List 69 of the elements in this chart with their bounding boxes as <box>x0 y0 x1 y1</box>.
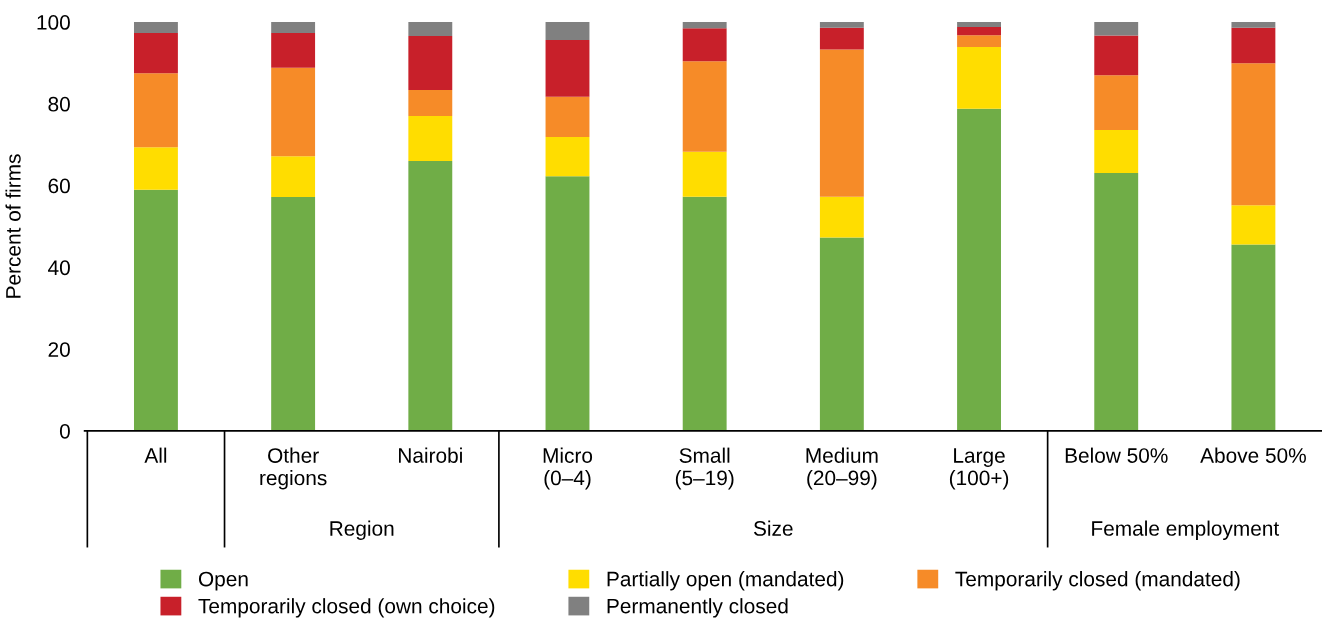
x-tick-label: Other regions <box>260 447 327 490</box>
y-tick-label: 20 <box>48 342 70 357</box>
x-tick-label: Medium (20–99) <box>806 447 878 490</box>
bar <box>545 136 590 177</box>
text: Female employment <box>1092 520 1280 540</box>
bar <box>1231 205 1276 245</box>
bar <box>271 33 316 68</box>
bar <box>408 161 453 431</box>
bar <box>682 151 727 197</box>
bar <box>133 22 178 34</box>
bar <box>133 73 178 148</box>
legend-label: Temporarily closed (mandated) <box>955 571 1240 591</box>
text: Region <box>330 520 394 540</box>
bar <box>271 67 316 157</box>
legend-label: Open <box>198 571 248 591</box>
bar <box>819 49 864 197</box>
bar <box>957 46 1001 109</box>
y-tick-label: 40 <box>48 260 70 276</box>
bar <box>408 89 453 117</box>
bar <box>1094 22 1139 36</box>
bar <box>957 108 1001 431</box>
bar <box>819 237 864 431</box>
bar <box>1231 244 1276 431</box>
x-tick-label: Small (5–19) <box>675 447 734 490</box>
x-tick-label: All <box>144 447 167 463</box>
legend-label: Temporarily closed (own choice) <box>198 598 495 618</box>
text: Size <box>753 520 793 536</box>
bar <box>408 22 453 36</box>
y-tick-label: 100 <box>37 15 70 30</box>
bar <box>682 61 727 152</box>
bar <box>1094 172 1139 431</box>
x-tick-label: Large (100+) <box>949 448 1009 490</box>
legend-label: Partially open (mandated) <box>607 571 844 591</box>
bar <box>819 27 864 50</box>
bar <box>545 176 590 431</box>
bar <box>1094 35 1139 76</box>
y-tick-label: 0 <box>59 423 70 439</box>
x-tick-label: Above 50% <box>1200 447 1306 463</box>
bar <box>1231 27 1276 64</box>
x-tick-label: Nairobi <box>399 447 462 463</box>
bar <box>545 22 590 41</box>
y-axis-title: Percent of firms <box>5 154 21 298</box>
x-tick-label: Micro (0–4) <box>543 447 593 490</box>
bar <box>271 22 316 34</box>
bar <box>682 22 727 29</box>
y-tick-label: 60 <box>48 178 70 194</box>
bar <box>682 28 727 62</box>
bar <box>957 26 1001 36</box>
bar <box>957 22 1001 27</box>
x-tick-label: Below 50% <box>1065 447 1168 463</box>
bar <box>1231 22 1276 28</box>
bar <box>408 35 453 90</box>
bar <box>819 22 864 28</box>
bar <box>1231 63 1276 206</box>
bar <box>133 147 178 190</box>
bar <box>545 96 590 137</box>
bar <box>545 40 590 97</box>
bar <box>271 197 316 431</box>
bar <box>133 33 178 74</box>
bar <box>819 196 864 238</box>
bar <box>1094 75 1139 130</box>
bar <box>408 116 453 162</box>
bar <box>682 196 727 431</box>
legend-label: Permanently closed <box>607 598 788 618</box>
bar <box>1094 129 1139 173</box>
bar <box>957 35 1001 47</box>
bar <box>271 156 316 198</box>
bar <box>133 189 178 431</box>
y-tick-label: 80 <box>48 96 70 112</box>
